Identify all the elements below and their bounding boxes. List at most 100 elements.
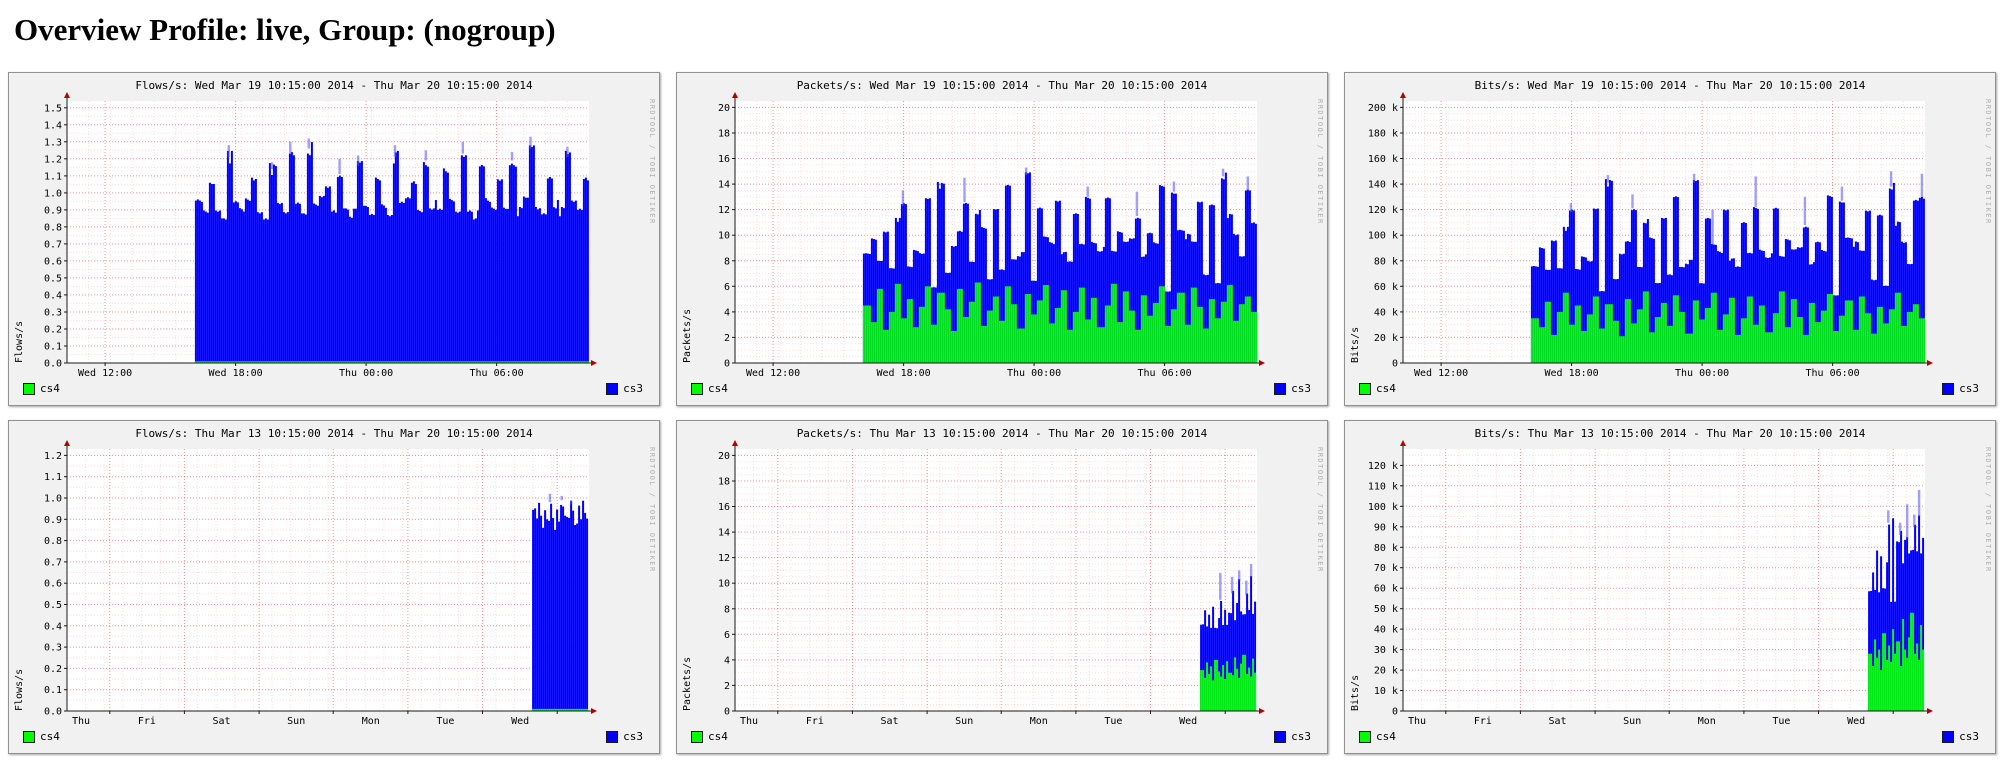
svg-text:60 k: 60 k bbox=[1374, 282, 1398, 293]
svg-text:14: 14 bbox=[718, 528, 730, 539]
svg-text:0.8: 0.8 bbox=[44, 222, 62, 233]
legend-swatch-cs3 bbox=[606, 382, 619, 395]
svg-text:2: 2 bbox=[724, 333, 730, 344]
svg-text:1.0: 1.0 bbox=[44, 494, 62, 505]
legend-swatch-cs4 bbox=[23, 730, 35, 743]
chart-panel-bits-day[interactable]: Bits/s: Wed Mar 19 10:15:00 2014 - Thu M… bbox=[1344, 72, 1996, 406]
svg-text:0.3: 0.3 bbox=[44, 308, 62, 319]
svg-text:0.1: 0.1 bbox=[44, 342, 62, 353]
svg-text:0.8: 0.8 bbox=[44, 536, 62, 547]
svg-text:0.7: 0.7 bbox=[44, 239, 62, 250]
svg-text:20: 20 bbox=[718, 451, 730, 462]
rrdtool-watermark: RRDTOOL / TOBI OETIKER bbox=[1316, 447, 1324, 573]
chart-panel-flows-day[interactable]: Flows/s: Wed Mar 19 10:15:00 2014 - Thu … bbox=[8, 72, 660, 406]
chart-panel-packets-day[interactable]: Packets/s: Wed Mar 19 10:15:00 2014 - Th… bbox=[676, 72, 1328, 406]
plot-area[interactable]: 0.0 0.1 0.2 0.3 0.4 0.5 0.6 0.7 0.8 0.9 1.0 1.1 1.2 T… bbox=[9, 439, 661, 731]
svg-text:Wed 12:00: Wed 12:00 bbox=[1414, 368, 1468, 379]
svg-text:40 k: 40 k bbox=[1374, 625, 1398, 636]
svg-text:0.4: 0.4 bbox=[44, 621, 62, 632]
svg-text:Mon: Mon bbox=[362, 716, 380, 727]
plot-area[interactable]: 0 2 4 6 8 10 12 14 16 18 20 Wed 12:00 Wed 18:00 Thu 0… bbox=[677, 91, 1329, 383]
svg-text:Thu: Thu bbox=[72, 716, 90, 727]
svg-text:Sat: Sat bbox=[880, 716, 898, 727]
svg-text:0.0: 0.0 bbox=[44, 359, 62, 370]
svg-text:8: 8 bbox=[724, 604, 730, 615]
svg-text:14: 14 bbox=[718, 180, 730, 191]
chart-title: Packets/s: Wed Mar 19 10:15:00 2014 - Th… bbox=[796, 79, 1208, 92]
chart-legend: cs4 cs3 bbox=[691, 730, 1311, 743]
legend-label-cs4: cs4 bbox=[40, 730, 60, 743]
svg-text:80 k: 80 k bbox=[1374, 543, 1398, 554]
svg-text:6: 6 bbox=[724, 282, 730, 293]
svg-text:Sat: Sat bbox=[1548, 716, 1566, 727]
svg-text:20 k: 20 k bbox=[1374, 666, 1398, 677]
svg-text:10 k: 10 k bbox=[1374, 686, 1398, 697]
legend-swatch-cs4 bbox=[1359, 382, 1371, 395]
svg-text:200 k: 200 k bbox=[1368, 103, 1398, 114]
svg-text:Wed 18:00: Wed 18:00 bbox=[1545, 368, 1599, 379]
svg-text:1.3: 1.3 bbox=[44, 137, 62, 148]
svg-text:0.4: 0.4 bbox=[44, 290, 62, 301]
svg-text:110 k: 110 k bbox=[1368, 481, 1398, 492]
svg-text:Thu 06:00: Thu 06:00 bbox=[1806, 368, 1860, 379]
svg-text:0: 0 bbox=[724, 707, 730, 718]
svg-text:4: 4 bbox=[724, 655, 730, 666]
svg-text:120 k: 120 k bbox=[1368, 461, 1398, 472]
svg-text:0.6: 0.6 bbox=[44, 256, 62, 267]
chart-legend: cs4 cs3 bbox=[23, 730, 643, 743]
svg-text:0.2: 0.2 bbox=[44, 664, 62, 675]
plot-area[interactable]: 0.0 0.1 0.2 0.3 0.4 0.5 0.6 0.7 0.8 0.9 1.0 1.1 1.2 1… bbox=[9, 91, 661, 383]
chart-legend: cs4 cs3 bbox=[23, 382, 643, 395]
legend-label-cs3: cs3 bbox=[623, 382, 643, 395]
svg-text:Sun: Sun bbox=[1623, 716, 1641, 727]
svg-text:18: 18 bbox=[718, 477, 730, 488]
legend-label-cs3: cs3 bbox=[1959, 382, 1979, 395]
rrdtool-watermark: RRDTOOL / TOBI OETIKER bbox=[648, 447, 656, 573]
svg-text:Fri: Fri bbox=[138, 716, 156, 727]
svg-text:Wed 18:00: Wed 18:00 bbox=[209, 368, 263, 379]
svg-text:Fri: Fri bbox=[806, 716, 824, 727]
svg-text:180 k: 180 k bbox=[1368, 129, 1398, 140]
legend-swatch-cs3 bbox=[1942, 382, 1955, 395]
svg-text:0.7: 0.7 bbox=[44, 557, 62, 568]
svg-text:1.2: 1.2 bbox=[44, 451, 62, 462]
svg-text:90 k: 90 k bbox=[1374, 522, 1398, 533]
svg-text:Tue: Tue bbox=[1104, 716, 1122, 727]
svg-text:Mon: Mon bbox=[1030, 716, 1048, 727]
svg-text:Wed: Wed bbox=[1847, 716, 1865, 727]
svg-text:Sat: Sat bbox=[212, 716, 230, 727]
svg-text:6: 6 bbox=[724, 630, 730, 641]
svg-text:30 k: 30 k bbox=[1374, 645, 1398, 656]
svg-text:16: 16 bbox=[718, 502, 730, 513]
rrdtool-watermark: RRDTOOL / TOBI OETIKER bbox=[1984, 99, 1992, 225]
svg-text:1.0: 1.0 bbox=[44, 188, 62, 199]
svg-text:Thu 00:00: Thu 00:00 bbox=[1007, 368, 1061, 379]
plot-area[interactable]: 0 20 k 40 k 60 k 80 k 100 k 120 k 140 k 160 k 180… bbox=[1345, 91, 1997, 383]
svg-text:1.1: 1.1 bbox=[44, 472, 62, 483]
svg-text:60 k: 60 k bbox=[1374, 584, 1398, 595]
plot-area[interactable]: 0 10 k 20 k 30 k 40 k 50 k 60 k 70 k 80 k 90 k 100… bbox=[1345, 439, 1997, 731]
chart-legend: cs4 cs3 bbox=[1359, 382, 1979, 395]
svg-text:Fri: Fri bbox=[1474, 716, 1492, 727]
svg-text:Sun: Sun bbox=[955, 716, 973, 727]
svg-text:120 k: 120 k bbox=[1368, 205, 1398, 216]
legend-swatch-cs4 bbox=[23, 382, 35, 395]
svg-text:Thu 06:00: Thu 06:00 bbox=[1138, 368, 1192, 379]
svg-text:Sun: Sun bbox=[287, 716, 305, 727]
svg-text:0.3: 0.3 bbox=[44, 643, 62, 654]
chart-panel-packets-week[interactable]: Packets/s: Thu Mar 13 10:15:00 2014 - Th… bbox=[676, 420, 1328, 754]
svg-text:20 k: 20 k bbox=[1374, 333, 1398, 344]
legend-swatch-cs3 bbox=[606, 730, 619, 743]
plot-area[interactable]: 0 2 4 6 8 10 12 14 16 18 20 Thu Fri Sat Sun Mon Tue Wed bbox=[677, 439, 1329, 731]
svg-text:40 k: 40 k bbox=[1374, 307, 1398, 318]
chart-legend: cs4 cs3 bbox=[691, 382, 1311, 395]
svg-text:16: 16 bbox=[718, 154, 730, 165]
svg-text:0.5: 0.5 bbox=[44, 273, 62, 284]
svg-text:100 k: 100 k bbox=[1368, 502, 1398, 513]
chart-panel-bits-week[interactable]: Bits/s: Thu Mar 13 10:15:00 2014 - Thu M… bbox=[1344, 420, 1996, 754]
chart-panel-flows-week[interactable]: Flows/s: Thu Mar 13 10:15:00 2014 - Thu … bbox=[8, 420, 660, 754]
svg-text:80 k: 80 k bbox=[1374, 256, 1398, 267]
legend-swatch-cs4 bbox=[1359, 730, 1371, 743]
svg-text:Thu 00:00: Thu 00:00 bbox=[339, 368, 393, 379]
chart-title: Flows/s: Thu Mar 13 10:15:00 2014 - Thu … bbox=[135, 427, 533, 440]
